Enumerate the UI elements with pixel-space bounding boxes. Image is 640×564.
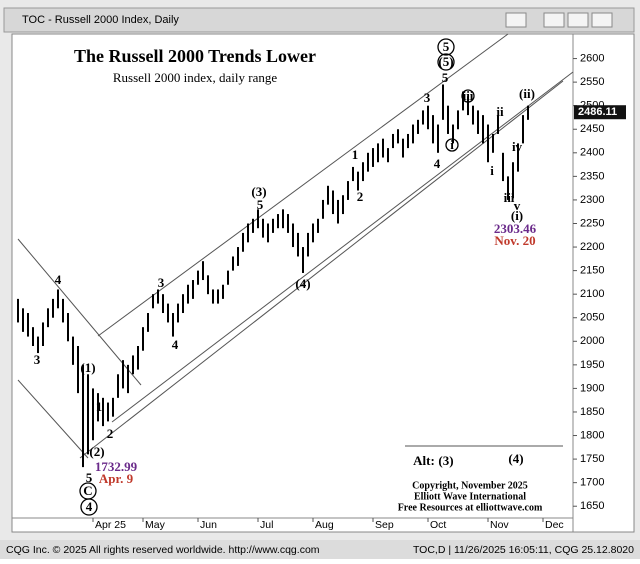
wave-label: Alt: xyxy=(413,453,435,468)
y-tick-label: 2200 xyxy=(580,241,604,253)
x-tick-label: Apr 25 xyxy=(95,519,126,531)
wave-label: (4) xyxy=(295,276,310,291)
wave-label: 4 xyxy=(172,337,179,352)
wave-label: 3 xyxy=(424,90,431,105)
wave-label: 4 xyxy=(55,272,62,287)
wave-label: v xyxy=(514,198,521,213)
wave-label: Apr. 9 xyxy=(99,471,134,486)
last-price-box xyxy=(574,105,626,120)
wave-label: (3) xyxy=(438,453,453,468)
wave-label: 5 xyxy=(442,70,449,85)
wave-label: i xyxy=(450,137,454,152)
x-tick-label: Nov xyxy=(490,519,509,531)
y-tick-label: 2250 xyxy=(580,217,604,229)
x-tick-label: Aug xyxy=(315,519,334,531)
y-tick-label: 2550 xyxy=(580,76,604,88)
copyright-line: Free Resources at elliottwave.com xyxy=(398,502,543,513)
x-tick-label: Jul xyxy=(260,519,273,531)
annotation-circle xyxy=(437,38,455,56)
wave-label: (1) xyxy=(80,360,95,375)
wave-label: 4 xyxy=(434,156,441,171)
x-tick-label: Jun xyxy=(200,519,217,531)
y-tick-label: 1850 xyxy=(580,406,604,418)
wave-label: 2 xyxy=(357,189,364,204)
wave-label: 5 xyxy=(443,39,450,54)
wave-label: 2303.46 xyxy=(494,221,537,236)
wave-label: (i) xyxy=(511,208,523,223)
status-bar xyxy=(0,540,640,559)
annotation-circle xyxy=(445,138,459,152)
x-tick-label: Oct xyxy=(430,519,446,531)
title-bar xyxy=(3,7,635,33)
x-tick-label: May xyxy=(145,519,166,531)
x-tick-label: Dec xyxy=(545,519,564,531)
y-tick-label: 2400 xyxy=(580,147,604,159)
wave-label: iii xyxy=(504,190,515,205)
y-tick-label: 1650 xyxy=(580,500,604,512)
y-tick-label: 2350 xyxy=(580,170,604,182)
wave-label: (3) xyxy=(251,184,266,199)
wave-label: (ii) xyxy=(519,86,535,101)
y-tick-label: 2600 xyxy=(580,52,604,64)
chart-subtitle: Russell 2000 index, daily range xyxy=(113,70,278,85)
wave-label: Nov. 20 xyxy=(494,233,535,248)
wave-label: (5) xyxy=(438,54,453,69)
last-price: 2486.11 xyxy=(578,106,617,118)
annotation-circle xyxy=(80,498,98,516)
wave-label: 4 xyxy=(86,499,93,514)
window-title: TOC - Russell 2000 Index, Daily xyxy=(22,14,179,26)
y-tick-label: 2050 xyxy=(580,312,604,324)
annotation-circle xyxy=(461,89,475,103)
footer-left: CQG Inc. © 2025 All rights reserved worl… xyxy=(6,544,320,556)
wave-label: (2) xyxy=(89,444,104,459)
wave-label: (4) xyxy=(508,451,523,466)
x-tick-label: Sep xyxy=(375,519,394,531)
y-tick-label: 2150 xyxy=(580,265,604,277)
wave-label: ii xyxy=(496,104,504,119)
window-button[interactable] xyxy=(567,12,589,28)
y-tick-label: 1750 xyxy=(580,453,604,465)
y-tick-label: 1800 xyxy=(580,429,604,441)
wave-label: C xyxy=(83,483,92,498)
window-button[interactable] xyxy=(591,12,613,28)
annotation-circle xyxy=(437,53,455,71)
y-tick-label: 2000 xyxy=(580,335,604,347)
window-button[interactable] xyxy=(543,12,565,28)
channel-lines xyxy=(17,33,574,459)
wave-label: 3 xyxy=(34,352,41,367)
wave-label: 1 xyxy=(352,147,359,162)
window-button[interactable] xyxy=(505,12,527,28)
copyright-line: Copyright, November 2025 xyxy=(412,480,528,491)
wave-label: 1732.99 xyxy=(95,459,138,474)
footer-right: TOC,D | 11/26/2025 16:05:11, CQG 25.12.8… xyxy=(413,544,634,556)
wave-label: iv xyxy=(512,139,523,154)
wave-label: 3 xyxy=(158,275,165,290)
wave-label: iii xyxy=(463,88,474,103)
wave-label: 5 xyxy=(86,470,93,485)
wave-label: 5 xyxy=(257,197,264,212)
y-tick-label: 2450 xyxy=(580,123,604,135)
y-tick-label: 1950 xyxy=(580,359,604,371)
wave-label: 2 xyxy=(107,426,114,441)
wave-label: i xyxy=(490,163,494,178)
wave-label: 1 xyxy=(96,399,103,414)
y-tick-label: 2300 xyxy=(580,194,604,206)
chart-title: The Russell 2000 Trends Lower xyxy=(74,46,316,66)
y-tick-label: 2100 xyxy=(580,288,604,300)
y-tick-label: 1700 xyxy=(580,477,604,489)
copyright-line: Elliott Wave International xyxy=(414,491,526,502)
y-tick-label: 1900 xyxy=(580,382,604,394)
plot-area xyxy=(11,33,635,533)
